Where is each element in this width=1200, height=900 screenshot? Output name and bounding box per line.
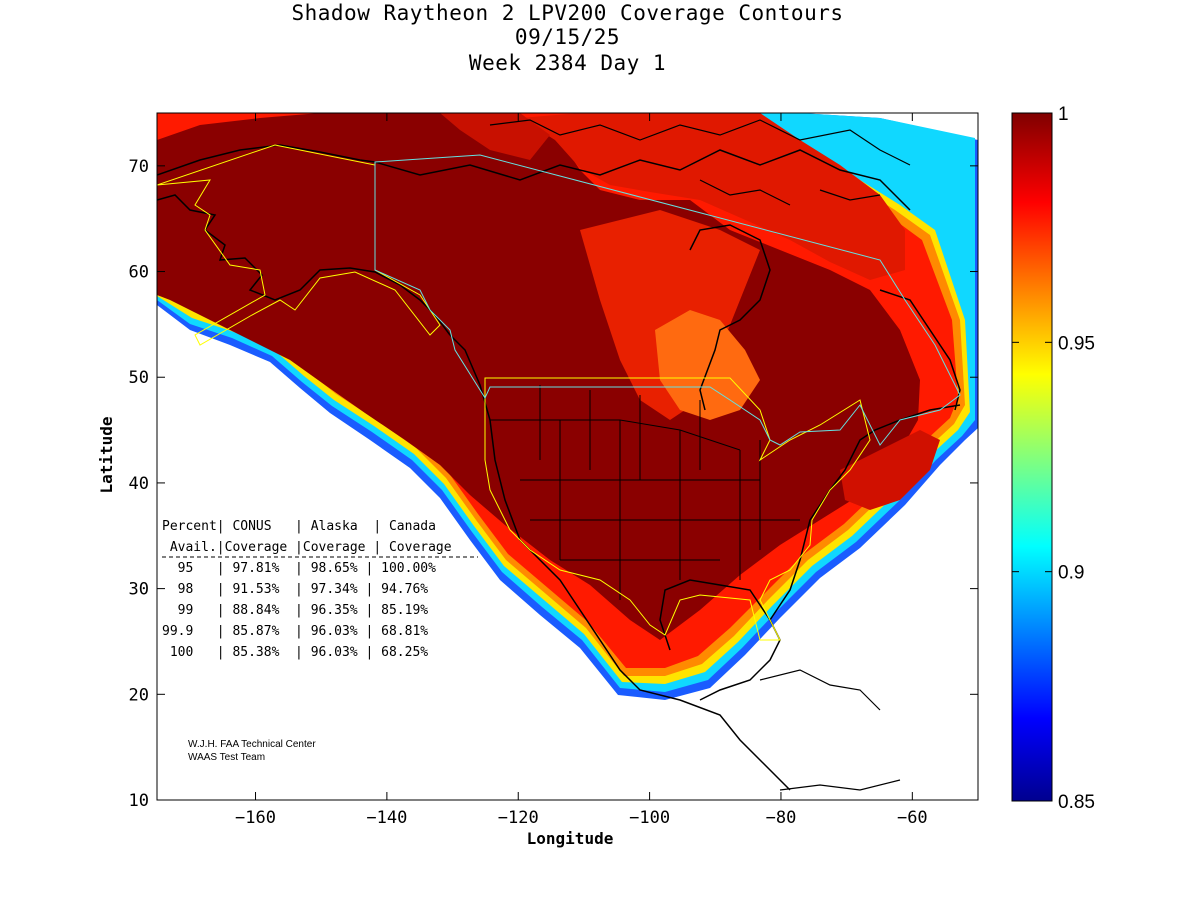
- table-header-row2: Avail.|Coverage |Coverage | Coverage: [162, 540, 452, 555]
- chart-title: Shadow Raytheon 2 LPV200 Coverage Contou…: [291, 1, 844, 25]
- y-tick-label: 70: [129, 157, 149, 177]
- colorbar-tick-label: 0.85: [1058, 792, 1095, 813]
- arctic-islands: [489, 119, 911, 206]
- colorbar-tick-label: 0.9: [1058, 563, 1084, 584]
- gulf-coast: [659, 579, 781, 701]
- colorbar-tick-label: 1: [1058, 104, 1069, 125]
- y-tick-label: 30: [129, 580, 149, 600]
- x-tick-label: −160: [235, 808, 276, 828]
- y-tick-label: 40: [129, 474, 149, 494]
- hudson-bay-coast: [689, 224, 771, 411]
- table-header-row1: Percent| CONUS | Alaska | Canada: [162, 519, 436, 534]
- table-row: 95 | 97.81% | 98.65% | 100.00%: [162, 561, 436, 576]
- colorbar-ticks: 1 0.95 0.9 0.85: [1012, 104, 1095, 813]
- alaska-fir-outline: [157, 144, 441, 346]
- us-state-lines: [490, 385, 800, 600]
- y-tick-label: 10: [129, 791, 149, 811]
- chart-week-day: Week 2384 Day 1: [468, 51, 667, 75]
- x-axis-label: Longitude: [527, 829, 614, 848]
- contour-orange-hudson: [655, 310, 760, 420]
- y-tick-label: 60: [129, 263, 149, 283]
- x-tick-label: −100: [629, 808, 670, 828]
- x-tick-label: −80: [766, 808, 797, 828]
- contour-red-north: [440, 113, 550, 160]
- map-boundaries: [157, 119, 961, 791]
- table-row: 99.9 | 85.87% | 96.03% | 68.81%: [162, 624, 428, 639]
- contour-red-plains: [580, 210, 760, 420]
- canada-arctic-coast: [374, 149, 911, 211]
- credit-line1: W.J.H. FAA Technical Center: [188, 739, 316, 750]
- colorbar: [1011, 112, 1053, 802]
- east-coast: [769, 404, 961, 621]
- table-row: 99 | 88.84% | 96.35% | 85.19%: [162, 603, 428, 618]
- x-tick-label: −60: [897, 808, 928, 828]
- alaska-north-coast: [157, 144, 376, 176]
- y-tick-label: 20: [129, 685, 149, 705]
- coverage-table: Percent| CONUS | Alaska | Canada Avail.|…: [162, 519, 478, 660]
- chart-date: 09/15/25: [514, 25, 621, 49]
- canada-fir-outline: [374, 154, 961, 446]
- caribbean: [759, 669, 901, 791]
- contour-red-atlantic: [840, 430, 940, 510]
- alaska-coast: [157, 194, 451, 336]
- conus-fir-outline: [484, 377, 871, 641]
- credit-line2: WAAS Test Team: [188, 752, 265, 763]
- y-axis: 10 20 30 40 50 60 70: [129, 157, 978, 811]
- x-tick-label: −120: [498, 808, 539, 828]
- x-tick-label: −140: [366, 808, 407, 828]
- x-axis: −160 −140 −120 −100 −80 −60: [235, 113, 928, 828]
- pacific-coast: [449, 334, 791, 791]
- plot-frame: [156, 112, 979, 801]
- table-row: 98 | 91.53% | 97.34% | 94.76%: [162, 582, 428, 597]
- colorbar-tick-label: 0.95: [1058, 333, 1095, 354]
- table-row: 100 | 85.38% | 96.03% | 68.25%: [162, 645, 428, 660]
- y-axis-label: Latitude: [97, 416, 116, 493]
- coverage-contours: [157, 113, 978, 700]
- y-tick-label: 50: [129, 368, 149, 388]
